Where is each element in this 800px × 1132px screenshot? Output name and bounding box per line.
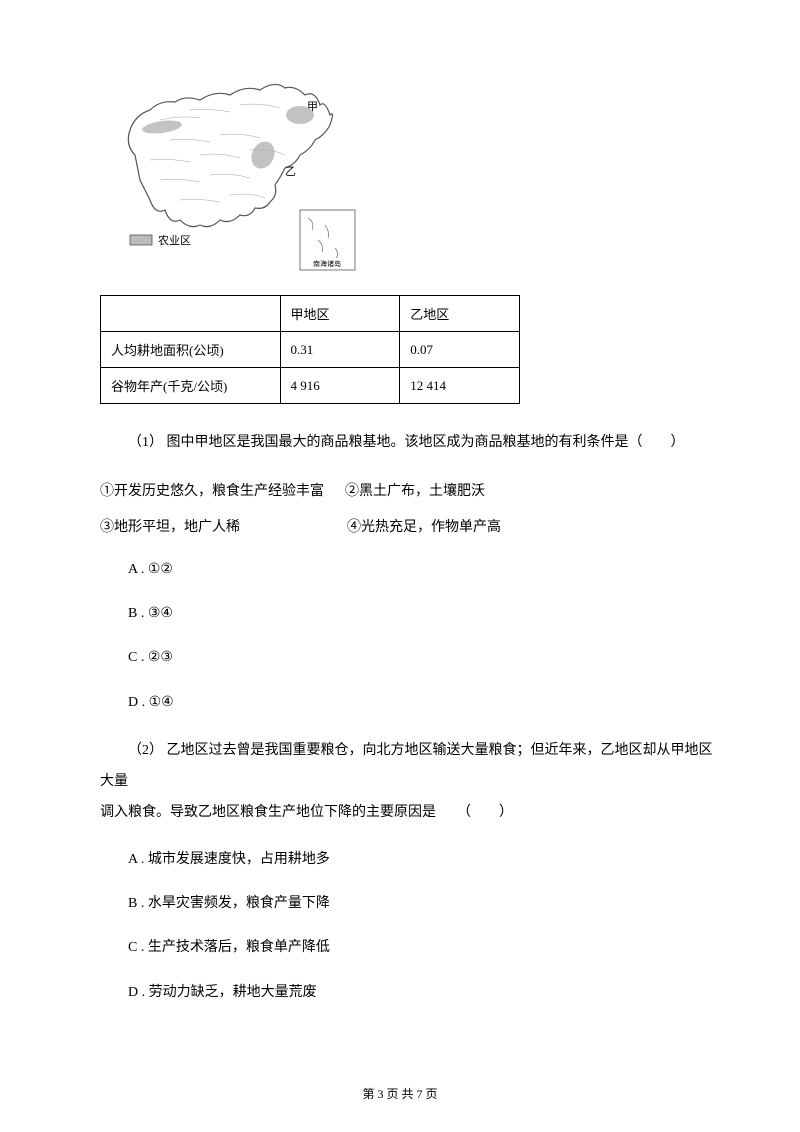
cell-r1c1: 人均耕地面积(公顷) (101, 332, 281, 368)
q2-option-b: B . 水旱灾害频发，粮食产量下降 (100, 893, 720, 915)
q2-line2: 调入粮食。导致乙地区粮食生产地位下降的主要原因是 （ ） (100, 798, 720, 829)
shade-central (247, 138, 279, 173)
q2-option-d: D . 劳动力缺乏，耕地大量荒废 (100, 982, 720, 1004)
inset-islands (308, 218, 338, 258)
q1-item3: ③地形平坦，地广人稀 (100, 520, 240, 535)
q1-items-line1: ①开发历史悠久，粮食生产经验丰富 ②黑土广布，土壤肥沃 (100, 477, 720, 508)
cell-r1c3: 0.07 (400, 332, 520, 368)
q2-option-a: A . 城市发展速度快，占用耕地多 (100, 849, 720, 871)
q1-item1: ①开发历史悠久，粮食生产经验丰富 (100, 484, 324, 499)
q1-prompt: （1） 图中甲地区是我国最大的商品粮基地。该地区成为商品粮基地的有利条件是（ ） (100, 429, 720, 457)
cell-r2c1: 谷物年产(千克/公顷) (101, 368, 281, 404)
q2-prompt: （2） 乙地区过去曾是我国重要粮仓，向北方地区输送大量粮食；但近年来，乙地区却从… (100, 736, 720, 828)
table-row: 人均耕地面积(公顷) 0.31 0.07 (101, 332, 520, 368)
china-map: 甲 乙 农业区 南海诸岛 (100, 60, 380, 280)
q1-items-line2: ③地形平坦，地广人稀 ④光热充足，作物单产高 (100, 513, 720, 544)
cell-r1c2: 0.31 (280, 332, 400, 368)
th-blank (101, 296, 281, 332)
q1-option-c: C . ②③ (100, 647, 720, 669)
legend-box (130, 235, 152, 245)
map-svg: 甲 乙 农业区 南海诸岛 (100, 60, 380, 280)
cell-r2c3: 12 414 (400, 368, 520, 404)
page-footer: 第 3 页 共 7 页 (0, 1085, 800, 1102)
th-yi: 乙地区 (400, 296, 520, 332)
label-jia: 甲 (307, 101, 318, 113)
legend-text: 农业区 (158, 233, 191, 247)
cell-r2c2: 4 916 (280, 368, 400, 404)
q1-item2: ②黑土广布，土壤肥沃 (345, 484, 485, 499)
table-row: 谷物年产(千克/公顷) 4 916 12 414 (101, 368, 520, 404)
table-header-row: 甲地区 乙地区 (101, 296, 520, 332)
q1-option-a: A . ①② (100, 559, 720, 581)
q2-line1: （2） 乙地区过去曾是我国重要粮仓，向北方地区输送大量粮食；但近年来，乙地区却从… (100, 736, 720, 798)
q1-option-b: B . ③④ (100, 603, 720, 625)
data-table: 甲地区 乙地区 人均耕地面积(公顷) 0.31 0.07 谷物年产(千克/公顷)… (100, 295, 520, 404)
q1-item4: ④光热充足，作物单产高 (347, 520, 501, 535)
label-yi: 乙 (285, 165, 296, 178)
inset-label: 南海诸岛 (313, 259, 341, 268)
q2-option-c: C . 生产技术落后，粮食单产降低 (100, 937, 720, 959)
th-jia: 甲地区 (280, 296, 400, 332)
shade-nw (141, 118, 182, 135)
q1-items: ①开发历史悠久，粮食生产经验丰富 ②黑土广布，土壤肥沃 ③地形平坦，地广人稀 ④… (100, 477, 720, 544)
q1-option-d: D . ①④ (100, 692, 720, 714)
